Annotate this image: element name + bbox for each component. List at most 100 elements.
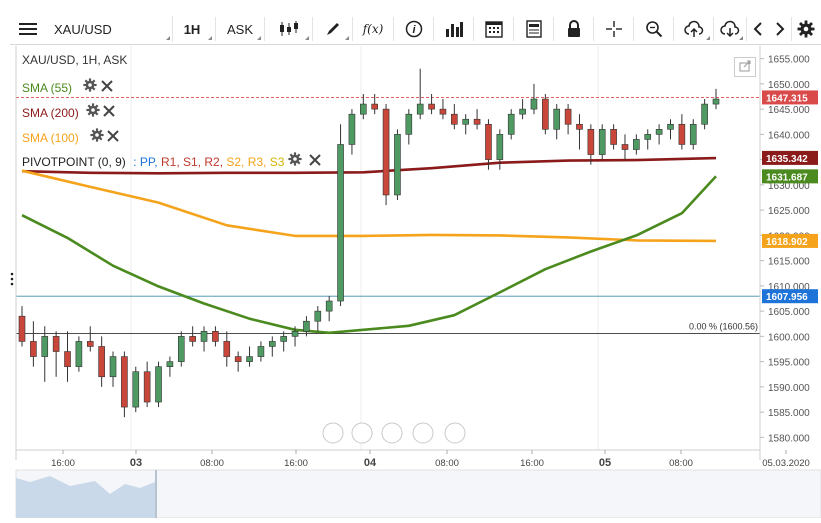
- legend-sma55: SMA (55): [22, 78, 113, 95]
- legend-sma200: SMA (200): [22, 103, 116, 120]
- candle-body: [655, 129, 663, 135]
- candle-body: [212, 331, 219, 342]
- menu-button[interactable]: [14, 16, 42, 42]
- time-tick-label: 08:00: [200, 458, 224, 469]
- price-label: 1618.902: [766, 237, 808, 248]
- price-tick-label: 1625.000: [768, 206, 810, 217]
- candle-body: [30, 341, 37, 357]
- candle-body: [200, 331, 208, 342]
- crosshair-button[interactable]: [596, 16, 632, 42]
- draw-button[interactable]: [315, 16, 351, 42]
- chevron-left-icon: [753, 22, 762, 36]
- close-icon: [103, 105, 116, 117]
- symbol-selector[interactable]: XAU/USD: [50, 16, 173, 42]
- candle-body: [268, 341, 276, 347]
- price-label-box: [762, 169, 818, 184]
- bars-icon: [446, 22, 463, 37]
- candle-body: [360, 103, 367, 115]
- menu-icon: [19, 23, 37, 35]
- candle-body: [633, 139, 640, 150]
- interval-label: 1H: [183, 21, 201, 37]
- pivot-label: PIVOTPOINT (0, 9): [22, 155, 126, 169]
- candle-body: [246, 356, 253, 362]
- candle-body: [291, 331, 299, 337]
- pivot-settings[interactable]: [288, 152, 302, 169]
- download-button[interactable]: [715, 16, 745, 42]
- sma-line: [21, 169, 717, 243]
- navigator-area: [16, 476, 155, 518]
- candle-body: [75, 341, 83, 367]
- calendar-button[interactable]: [476, 16, 512, 42]
- settings-button[interactable]: [794, 16, 818, 42]
- zoom-out-icon[interactable]: [351, 422, 373, 444]
- zoom-button[interactable]: [636, 16, 672, 42]
- toolbar: XAU/USD 1H ASK f(x) i: [10, 14, 821, 45]
- price-chart[interactable]: 0.00 % (1600.56) 1580.000 1585.000 1590.00…: [0, 46, 821, 519]
- pivot-item-r2: R2,: [204, 155, 227, 169]
- lock-button[interactable]: [556, 16, 592, 42]
- upload-icon: [684, 20, 704, 37]
- price-label: 1631.687: [766, 172, 808, 183]
- gear-icon: [797, 20, 815, 38]
- sma100-remove[interactable]: [107, 130, 120, 145]
- candle-body: [257, 346, 265, 357]
- draw-icon: [327, 23, 339, 35]
- prev-icon[interactable]: [322, 422, 344, 444]
- price-label: 1647.315: [766, 93, 808, 104]
- next-icon[interactable]: [444, 422, 466, 444]
- sma55-remove[interactable]: [100, 80, 113, 95]
- price-label-box: [762, 289, 818, 304]
- close-icon: [309, 154, 321, 166]
- candle-body: [52, 336, 60, 352]
- indicators-button[interactable]: [436, 16, 472, 42]
- candle-body: [382, 108, 390, 196]
- candle-body: [64, 351, 71, 367]
- candle-body: [451, 113, 458, 125]
- candle-body: [587, 129, 595, 155]
- time-tick-label: 16:00: [284, 458, 308, 469]
- pivot-item-s2: S2,: [226, 155, 248, 169]
- candle-body: [325, 300, 333, 312]
- price-label-box: [762, 90, 818, 105]
- chart-title: XAU/USD, 1H, ASK: [22, 53, 128, 67]
- time-tick-label: 08:00: [435, 458, 459, 469]
- fx-button[interactable]: f(x): [355, 16, 391, 42]
- candle-body: [530, 98, 538, 110]
- sma200-settings[interactable]: [86, 103, 100, 120]
- candle-body: [166, 361, 174, 367]
- time-tick-label: 16:00: [520, 458, 544, 469]
- candle-body: [428, 103, 435, 110]
- info-button[interactable]: i: [396, 16, 432, 42]
- sma100-settings[interactable]: [90, 128, 104, 145]
- candle-body: [155, 366, 162, 403]
- symbol-label: XAU/USD: [54, 21, 112, 37]
- news-button[interactable]: [516, 16, 552, 42]
- price-tick-label: 1585.000: [768, 408, 810, 419]
- expand-button[interactable]: [734, 57, 756, 77]
- sma200-remove[interactable]: [103, 105, 116, 120]
- pivot-remove[interactable]: [309, 154, 321, 169]
- sma55-settings[interactable]: [83, 78, 97, 95]
- price-type-button[interactable]: ASK: [217, 16, 263, 42]
- next-button[interactable]: [770, 16, 790, 42]
- candle-body: [348, 113, 356, 145]
- candle-body: [405, 113, 413, 135]
- reset-icon[interactable]: [381, 422, 403, 444]
- sma55-label: SMA (55): [22, 81, 73, 95]
- candle-body: [462, 118, 470, 125]
- drag-handle[interactable]: [10, 271, 14, 292]
- interval-button[interactable]: 1H: [170, 16, 214, 42]
- candle-body: [18, 315, 26, 342]
- prev-button[interactable]: [748, 16, 768, 42]
- price-tick-label: 1655.000: [768, 55, 810, 66]
- drag-handle-icon: [10, 272, 14, 286]
- upload-button[interactable]: [676, 16, 712, 42]
- candle-body: [416, 103, 424, 115]
- candle-body: [303, 320, 310, 332]
- candle-body: [473, 118, 481, 125]
- candle-body: [689, 123, 697, 145]
- zoom-in-icon[interactable]: [412, 422, 434, 444]
- chart-type-button[interactable]: [267, 16, 311, 42]
- chart-area[interactable]: 0.00 % (1600.56) 1580.000 1585.000 1590.00…: [0, 46, 821, 519]
- candle-body: [439, 108, 447, 115]
